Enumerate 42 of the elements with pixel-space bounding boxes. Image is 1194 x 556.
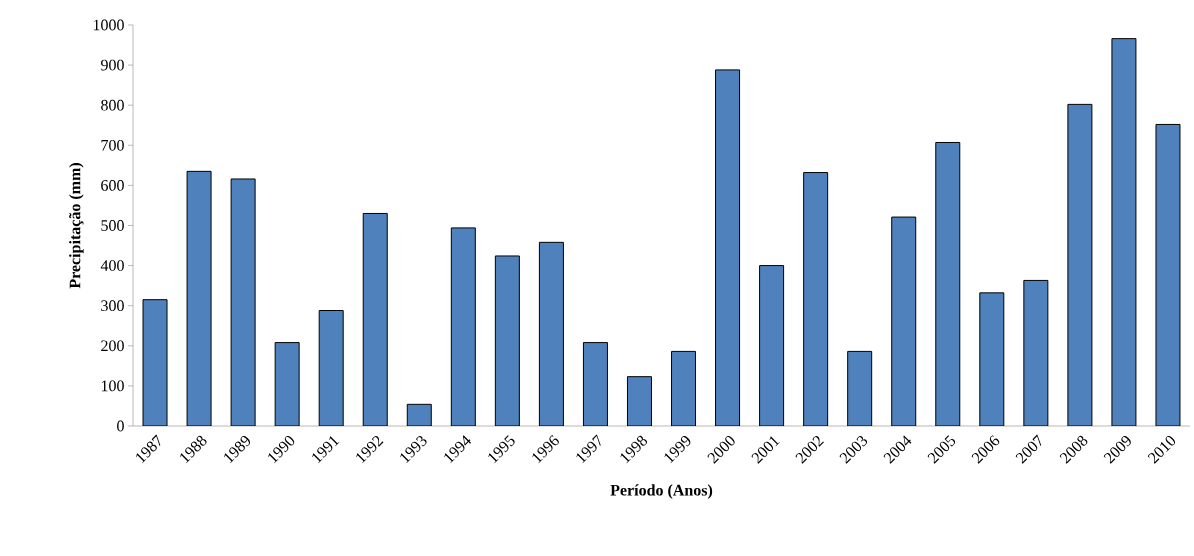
bar [274,342,300,426]
y-tick-label: 600 [101,180,124,191]
bar [318,310,344,426]
bar [1155,123,1181,426]
y-tick-label: 300 [101,300,124,312]
y-tick-label: 0 [117,420,124,432]
bar [538,241,564,426]
y-tick-label: 700 [101,139,124,151]
x-tick-label: 1991 [312,436,340,464]
x-tick-label: 1990 [268,436,295,464]
y-tick-label: 500 [101,220,124,231]
bar [759,265,785,426]
y-tick-label: 100 [101,380,124,392]
bar [142,299,168,426]
bar [935,141,961,426]
bar [979,292,1005,426]
bar [582,342,608,426]
bar [671,350,697,426]
bar [494,255,520,426]
y-tick-label: 800 [101,99,124,111]
x-tick-label: 1989 [224,436,250,464]
y-axis-title: Precipitação (mm) [69,163,84,289]
bar [715,69,741,426]
bar [450,227,476,426]
bar [1067,103,1093,426]
bar [847,350,873,426]
bar [230,178,256,426]
y-tick-label: 1000 [93,19,124,31]
bar [186,170,212,426]
x-tick-label: 1992 [356,435,384,464]
bar [891,216,917,426]
y-tick-label: 400 [100,260,124,271]
y-tick-label: 900 [100,59,124,71]
bar [1111,38,1137,426]
x-axis-title: Período (Anos) [610,484,713,499]
bar [626,376,652,426]
bar [1023,279,1049,426]
x-tick-label: 1999 [664,436,691,464]
x-tick-label: 1993 [400,435,427,464]
y-tick-label: 200 [101,340,124,352]
bar [362,212,388,426]
bar [803,172,829,426]
